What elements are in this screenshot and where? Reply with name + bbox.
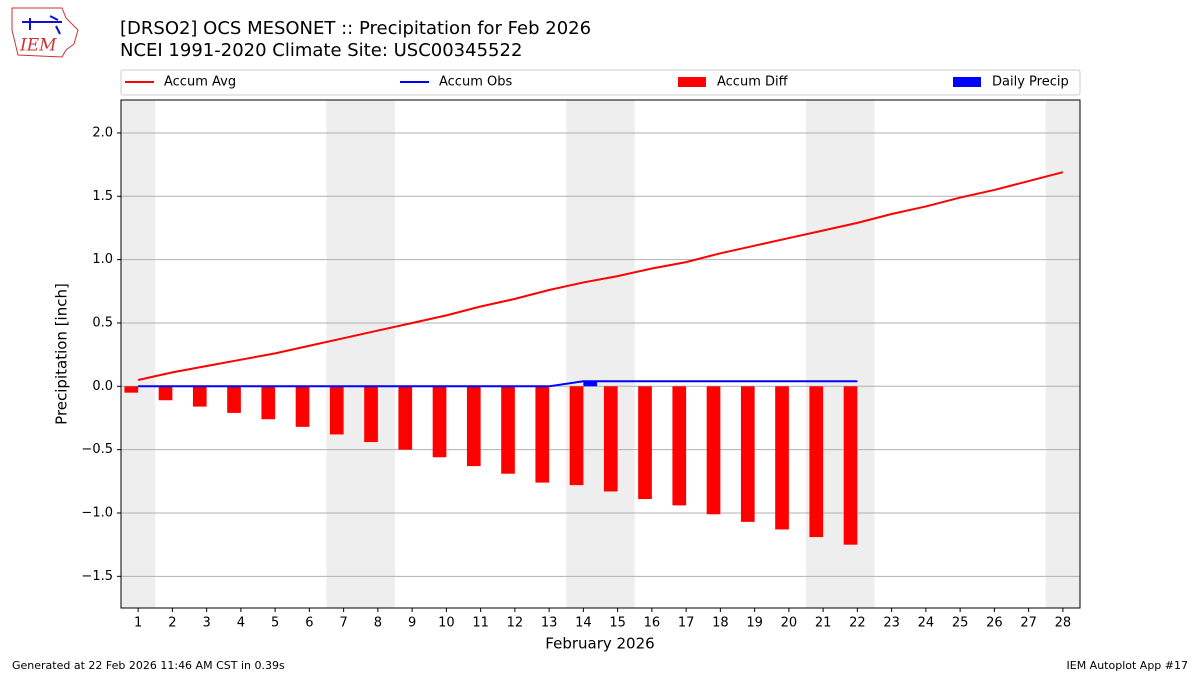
x-tick-label: 21 — [815, 616, 832, 631]
x-axis-label: February 2026 — [545, 635, 654, 653]
x-tick-label: 9 — [408, 616, 416, 631]
x-tick-label: 24 — [918, 616, 935, 631]
x-tick-label: 12 — [507, 616, 524, 631]
legend-swatch — [953, 77, 981, 87]
weekend-shade — [121, 100, 156, 608]
y-tick-label: 1.5 — [92, 189, 113, 204]
bar — [809, 386, 824, 538]
bar — [583, 381, 598, 387]
x-tick-label: 3 — [202, 616, 210, 631]
bar — [432, 386, 447, 458]
bar — [227, 386, 241, 413]
bar — [158, 386, 173, 401]
line — [137, 171, 1064, 381]
x-tick-label: 17 — [678, 616, 695, 631]
x-tick-label: 20 — [781, 616, 798, 631]
x-tick-label: 16 — [644, 616, 661, 631]
bar — [638, 386, 652, 500]
x-tick-label: 1 — [134, 616, 142, 631]
legend-label: Daily Precip — [992, 75, 1069, 90]
x-tick-label: 4 — [237, 616, 245, 631]
bar — [706, 386, 721, 515]
y-tick-label: 2.0 — [92, 125, 113, 140]
bar — [603, 386, 618, 492]
legend-swatch — [678, 77, 706, 87]
y-tick-label: −0.5 — [81, 442, 113, 457]
footer-right: IEM Autoplot App #17 — [1067, 659, 1189, 672]
x-tick-label: 23 — [883, 616, 900, 631]
bar — [124, 386, 139, 393]
y-tick-label: −1.0 — [81, 505, 113, 520]
bar — [672, 386, 687, 506]
x-tick-label: 10 — [438, 616, 455, 631]
x-tick-label: 22 — [849, 616, 866, 631]
x-tick-label: 25 — [952, 616, 969, 631]
legend — [120, 69, 1081, 96]
y-tick-label: 0.0 — [92, 379, 113, 394]
x-tick-label: 7 — [339, 616, 347, 631]
weekend-shade — [566, 100, 635, 608]
chart-title: [DRSO2] OCS MESONET :: Precipitation for… — [120, 18, 591, 39]
x-tick-label: 14 — [575, 616, 592, 631]
x-tick-label: 8 — [374, 616, 382, 631]
x-tick-label: 2 — [168, 616, 176, 631]
line — [138, 380, 858, 388]
bar — [843, 386, 858, 545]
logo: IEM — [11, 7, 79, 58]
y-tick-label: −1.5 — [81, 569, 113, 584]
legend-label: Accum Avg — [164, 75, 236, 90]
x-tick-label: 26 — [986, 616, 1003, 631]
x-tick-label: 19 — [746, 616, 763, 631]
weekend-shade — [326, 100, 395, 608]
x-tick-label: 13 — [541, 616, 558, 631]
footer-left: Generated at 22 Feb 2026 11:46 AM CST in… — [12, 659, 285, 672]
bar — [261, 386, 276, 420]
bar — [466, 386, 481, 467]
legend-label: Accum Obs — [439, 75, 512, 90]
bar — [535, 386, 550, 483]
bar — [740, 386, 755, 522]
bar — [501, 386, 515, 474]
logo-icon — [22, 15, 62, 35]
bar — [569, 386, 584, 486]
x-tick-label: 15 — [609, 616, 626, 631]
weekend-shade — [1045, 100, 1080, 608]
x-tick-label: 5 — [271, 616, 279, 631]
bar — [775, 386, 789, 530]
x-tick-label: 28 — [1055, 616, 1072, 631]
x-tick-label: 18 — [712, 616, 729, 631]
bar — [295, 386, 310, 427]
legend-label: Accum Diff — [717, 75, 789, 90]
logo-text: IEM — [19, 36, 57, 56]
chart-subtitle: NCEI 1991-2020 Climate Site: USC00345522 — [120, 40, 522, 61]
bar — [329, 386, 344, 435]
y-tick-label: 0.5 — [92, 315, 113, 330]
x-tick-label: 6 — [305, 616, 313, 631]
bar — [192, 386, 207, 407]
plot-frame — [120, 99, 1081, 609]
x-tick-label: 11 — [472, 616, 489, 631]
y-axis-label: Precipitation [inch] — [53, 283, 71, 425]
bar — [398, 386, 413, 450]
logo-outline — [11, 7, 79, 58]
bar — [364, 386, 378, 443]
x-tick-label: 27 — [1020, 616, 1037, 631]
y-tick-label: 1.0 — [92, 252, 113, 267]
